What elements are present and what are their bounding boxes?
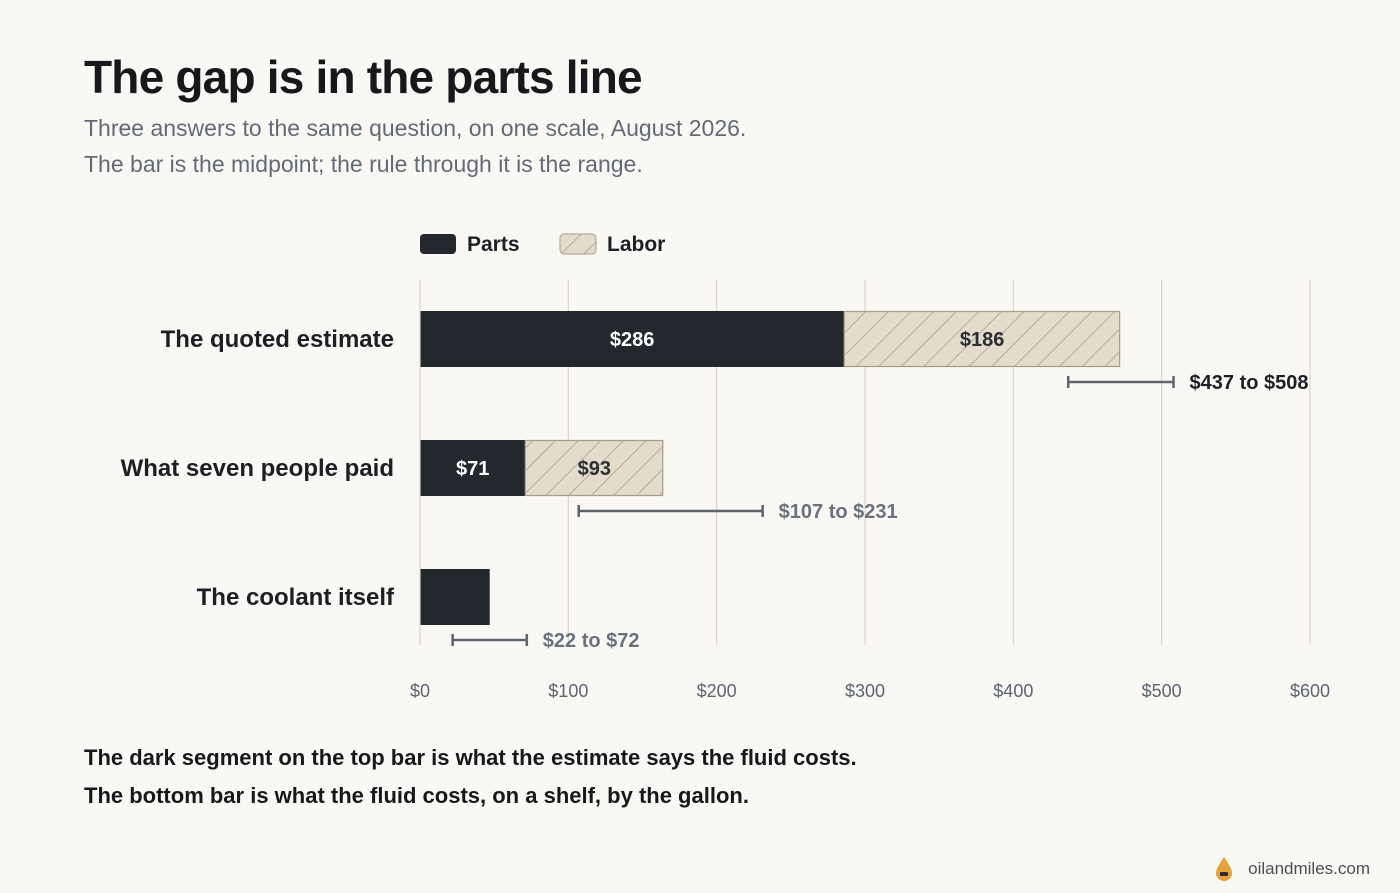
footer: oilandmiles.com xyxy=(1214,856,1370,882)
subtitle-line-2: The bar is the midpoint; the rule throug… xyxy=(84,151,643,177)
legend-label-parts: Parts xyxy=(467,233,520,256)
x-tick-label: $300 xyxy=(845,681,885,701)
oil-drop-icon xyxy=(1216,857,1233,881)
legend-label-labor: Labor xyxy=(607,233,665,256)
footnote-line-2: The bottom bar is what the fluid costs, … xyxy=(84,783,749,808)
legend-swatch-labor xyxy=(559,233,597,255)
parts-bar xyxy=(420,440,526,496)
labor-bar xyxy=(524,439,664,497)
x-tick-label: $600 xyxy=(1290,681,1330,701)
legend-swatch-parts xyxy=(420,234,456,254)
range-label: $437 to $508 xyxy=(1190,372,1309,394)
parts-bar xyxy=(420,569,490,625)
labor-bar xyxy=(843,310,1121,368)
x-tick-label: $400 xyxy=(993,681,1033,701)
x-tick-label: $500 xyxy=(1142,681,1182,701)
parts-bar xyxy=(420,311,845,367)
range-label: $107 to $231 xyxy=(779,501,898,523)
page-title: The gap is in the parts line xyxy=(84,51,643,103)
x-tick-label: $200 xyxy=(697,681,737,701)
category-label: What seven people paid xyxy=(121,455,394,482)
site-link[interactable]: oilandmiles.com xyxy=(1248,859,1370,878)
x-tick-label: $100 xyxy=(548,681,588,701)
labor-value-label: $93 xyxy=(578,458,611,480)
range-label: $22 to $72 xyxy=(543,630,640,652)
parts-value-label: $286 xyxy=(610,329,655,351)
category-label: The coolant itself xyxy=(197,584,395,611)
x-tick-label: $0 xyxy=(410,681,430,701)
subtitle-line-1: Three answers to the same question, on o… xyxy=(84,115,747,141)
labor-value-label: $186 xyxy=(960,329,1005,351)
footnote-line-1: The dark segment on the top bar is what … xyxy=(84,745,857,770)
parts-value-label: $71 xyxy=(456,458,489,480)
category-label: The quoted estimate xyxy=(161,326,394,353)
